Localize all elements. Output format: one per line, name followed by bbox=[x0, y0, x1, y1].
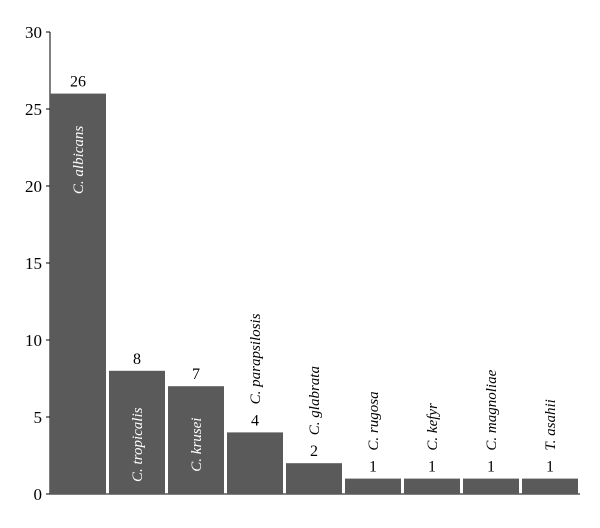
bars-group bbox=[50, 93, 578, 494]
bar bbox=[522, 478, 578, 494]
data-label: 26 bbox=[70, 74, 86, 91]
data-label: 7 bbox=[192, 366, 200, 383]
y-tick-label: 20 bbox=[25, 177, 42, 196]
category-label: C. albicans bbox=[71, 126, 87, 194]
data-label: 1 bbox=[487, 459, 495, 476]
data-label: 8 bbox=[133, 351, 141, 368]
bar bbox=[286, 463, 342, 494]
bar bbox=[168, 386, 224, 494]
y-tick-label: 10 bbox=[25, 331, 42, 350]
data-label: 1 bbox=[428, 459, 436, 476]
category-label: C. rugosa bbox=[366, 391, 382, 450]
labels-group: 26 C. albicans 8 C. tropicalis 7 C. krusei 4 C.… bbox=[70, 74, 559, 482]
y-tick-label: 5 bbox=[34, 408, 43, 427]
category-label: C. glabrata bbox=[307, 366, 323, 435]
category-label: C. tropicalis bbox=[130, 407, 146, 482]
bar bbox=[109, 370, 165, 494]
category-label: C. krusei bbox=[189, 418, 205, 472]
y-tick-label: 0 bbox=[34, 485, 43, 504]
data-label: 1 bbox=[369, 459, 377, 476]
bar bbox=[227, 432, 283, 494]
y-tick-label: 30 bbox=[25, 23, 42, 42]
data-label: 1 bbox=[546, 459, 554, 476]
bar bbox=[345, 478, 401, 494]
y-tick-label: 15 bbox=[25, 254, 42, 273]
bar bbox=[463, 478, 519, 494]
category-label: C. magnoliae bbox=[484, 369, 500, 450]
y-tick-label: 25 bbox=[25, 100, 42, 119]
bar bbox=[50, 93, 106, 494]
bar bbox=[404, 478, 460, 494]
category-label: C. parapsilosis bbox=[248, 313, 264, 404]
category-label: T. asahii bbox=[543, 399, 559, 450]
data-label: 4 bbox=[251, 412, 259, 429]
data-label: 2 bbox=[310, 443, 318, 460]
category-label: C. kefyr bbox=[425, 403, 441, 451]
